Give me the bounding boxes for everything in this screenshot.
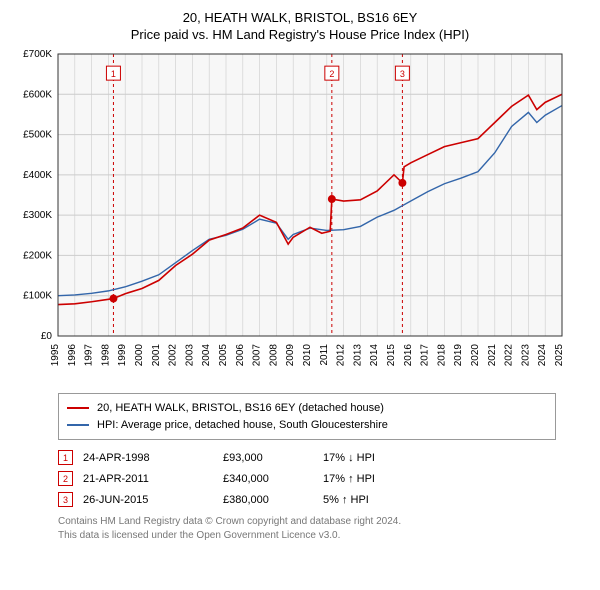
- transaction-price: £93,000: [223, 452, 313, 464]
- svg-text:2000: 2000: [134, 344, 145, 367]
- footnote: Contains HM Land Registry data © Crown c…: [58, 515, 590, 543]
- svg-text:1995: 1995: [50, 344, 61, 367]
- transaction-date: 24-APR-1998: [83, 452, 213, 464]
- svg-text:2004: 2004: [201, 344, 212, 367]
- svg-text:2005: 2005: [218, 344, 229, 367]
- svg-text:2019: 2019: [453, 344, 464, 367]
- transaction-marker: 2: [58, 471, 73, 486]
- svg-text:£600K: £600K: [23, 89, 52, 100]
- svg-text:3: 3: [400, 69, 405, 79]
- legend-label: 20, HEATH WALK, BRISTOL, BS16 6EY (detac…: [97, 400, 384, 417]
- svg-text:£0: £0: [41, 331, 53, 342]
- svg-text:1: 1: [111, 69, 116, 79]
- transaction-delta: 5% ↑ HPI: [323, 494, 423, 506]
- svg-text:2015: 2015: [386, 344, 397, 367]
- svg-text:2: 2: [329, 69, 334, 79]
- legend-row: HPI: Average price, detached house, Sout…: [67, 417, 547, 434]
- svg-text:2024: 2024: [537, 344, 548, 367]
- svg-text:2025: 2025: [554, 344, 565, 367]
- svg-text:2001: 2001: [151, 344, 162, 367]
- footnote-line1: Contains HM Land Registry data © Crown c…: [58, 515, 590, 529]
- svg-text:£400K: £400K: [23, 170, 52, 181]
- transaction-price: £380,000: [223, 494, 313, 506]
- transaction-row: 2 21-APR-2011 £340,000 17% ↑ HPI: [58, 471, 538, 486]
- svg-text:2017: 2017: [420, 344, 431, 367]
- chart-subtitle: Price paid vs. HM Land Registry's House …: [10, 27, 590, 42]
- svg-text:2013: 2013: [352, 344, 363, 367]
- transaction-marker: 1: [58, 450, 73, 465]
- svg-text:2008: 2008: [268, 344, 279, 367]
- svg-text:2016: 2016: [403, 344, 414, 367]
- svg-text:1997: 1997: [84, 344, 95, 367]
- svg-text:2012: 2012: [336, 344, 347, 367]
- legend-swatch: [67, 424, 89, 426]
- svg-text:2011: 2011: [319, 344, 330, 366]
- chart-svg: £0 £100K £200K £300K £400K £500K £600K £700K 199…: [10, 50, 570, 380]
- transaction-row: 3 26-JUN-2015 £380,000 5% ↑ HPI: [58, 492, 538, 507]
- svg-text:2021: 2021: [487, 344, 498, 367]
- transaction-price: £340,000: [223, 473, 313, 485]
- svg-text:2007: 2007: [252, 344, 263, 367]
- svg-text:2009: 2009: [285, 344, 296, 367]
- transactions-table: 1 24-APR-1998 £93,000 17% ↓ HPI 2 21-APR-2011…: [58, 450, 538, 507]
- svg-text:2003: 2003: [184, 344, 195, 367]
- svg-text:2002: 2002: [168, 344, 179, 367]
- chart-title: 20, HEATH WALK, BRISTOL, BS16 6EY: [10, 10, 590, 25]
- legend-row: 20, HEATH WALK, BRISTOL, BS16 6EY (detac…: [67, 400, 547, 417]
- footnote-line2: This data is licensed under the Open Gov…: [58, 529, 590, 543]
- chart-plot: £0 £100K £200K £300K £400K £500K £600K £700K 199…: [10, 50, 590, 385]
- svg-text:2010: 2010: [302, 344, 313, 367]
- svg-text:2023: 2023: [520, 344, 531, 367]
- transaction-delta: 17% ↓ HPI: [323, 452, 423, 464]
- svg-text:2022: 2022: [504, 344, 515, 367]
- legend-swatch: [67, 407, 89, 409]
- svg-text:2014: 2014: [369, 344, 380, 367]
- svg-text:£100K: £100K: [23, 291, 52, 302]
- svg-text:1998: 1998: [100, 344, 111, 367]
- transaction-row: 1 24-APR-1998 £93,000 17% ↓ HPI: [58, 450, 538, 465]
- legend: 20, HEATH WALK, BRISTOL, BS16 6EY (detac…: [58, 393, 556, 440]
- transaction-date: 26-JUN-2015: [83, 494, 213, 506]
- transaction-delta: 17% ↑ HPI: [323, 473, 423, 485]
- svg-text:2006: 2006: [235, 344, 246, 367]
- svg-text:1996: 1996: [67, 344, 78, 367]
- transaction-marker: 3: [58, 492, 73, 507]
- svg-text:1999: 1999: [117, 344, 128, 367]
- svg-text:£200K: £200K: [23, 250, 52, 261]
- chart-container: 20, HEATH WALK, BRISTOL, BS16 6EY Price …: [0, 0, 600, 551]
- svg-text:2020: 2020: [470, 344, 481, 367]
- transaction-date: 21-APR-2011: [83, 473, 213, 485]
- svg-text:£700K: £700K: [23, 50, 52, 60]
- svg-text:£300K: £300K: [23, 210, 52, 221]
- legend-label: HPI: Average price, detached house, Sout…: [97, 417, 388, 434]
- svg-text:2018: 2018: [436, 344, 447, 367]
- svg-text:£500K: £500K: [23, 130, 52, 141]
